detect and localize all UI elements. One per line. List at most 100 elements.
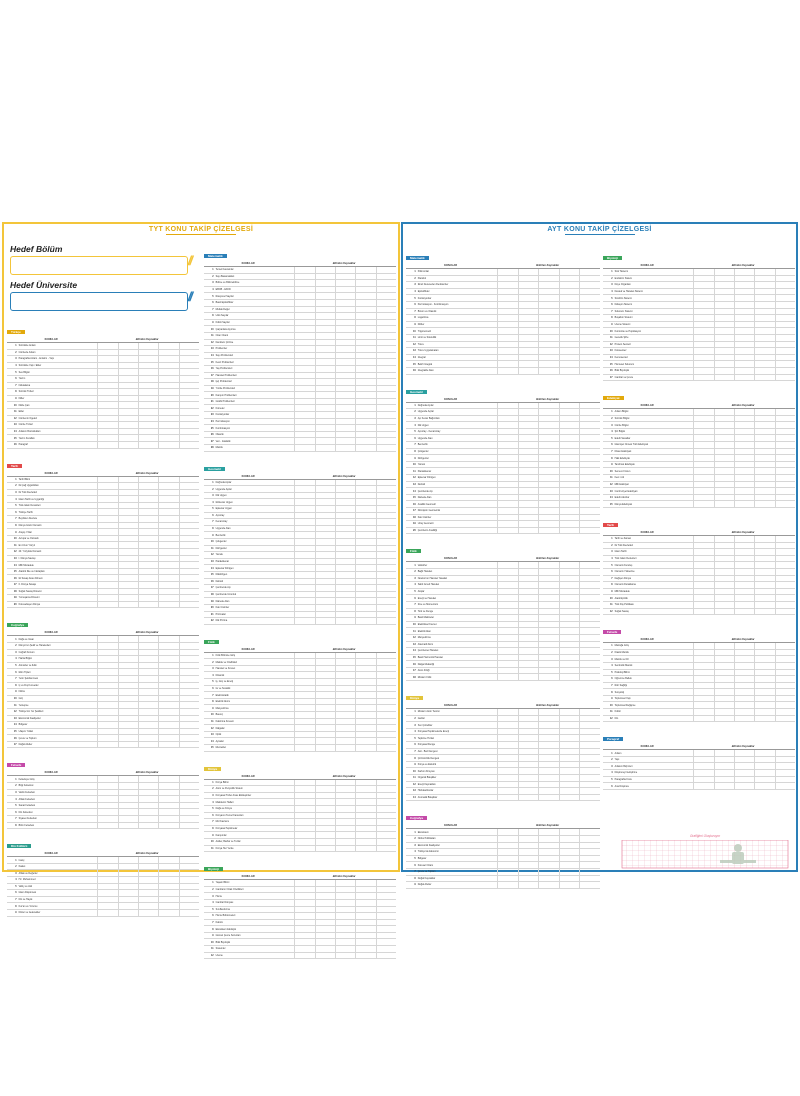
resource-checkbox[interactable] [158, 741, 178, 748]
resource-checkbox[interactable] [117, 809, 138, 816]
resource-checkbox[interactable] [497, 728, 518, 735]
resource-checkbox[interactable] [734, 301, 754, 308]
resource-checkbox[interactable] [774, 374, 795, 381]
resource-checkbox[interactable] [335, 506, 355, 512]
resource-checkbox[interactable] [117, 796, 138, 802]
resource-checkbox[interactable] [375, 392, 396, 398]
resource-checkbox[interactable] [314, 692, 335, 698]
resource-checkbox[interactable] [734, 542, 754, 549]
resource-checkbox[interactable] [138, 415, 158, 422]
resource-checkbox[interactable] [178, 909, 199, 916]
resource-checkbox[interactable] [138, 735, 158, 741]
resource-checkbox[interactable] [117, 402, 138, 408]
resource-checkbox[interactable] [117, 735, 138, 741]
resource-checkbox[interactable] [693, 448, 713, 455]
resource-checkbox[interactable] [538, 435, 559, 442]
resource-checkbox[interactable] [517, 661, 539, 667]
resource-checkbox[interactable] [178, 656, 199, 662]
resource-checkbox[interactable] [375, 819, 396, 825]
resource-checkbox[interactable] [497, 448, 518, 455]
resource-checkbox[interactable] [754, 442, 774, 448]
resource-checkbox[interactable] [158, 796, 178, 802]
resource-checkbox[interactable] [138, 816, 158, 822]
resource-checkbox[interactable] [97, 883, 117, 890]
resource-checkbox[interactable] [734, 282, 754, 288]
resource-checkbox[interactable] [754, 501, 774, 507]
resource-checkbox[interactable] [517, 842, 539, 849]
resource-checkbox[interactable] [314, 438, 335, 445]
resource-checkbox[interactable] [314, 786, 335, 792]
resource-checkbox[interactable] [335, 486, 355, 492]
resource-checkbox[interactable] [517, 442, 539, 448]
resource-checkbox[interactable] [375, 267, 396, 273]
resource-checkbox[interactable] [558, 868, 580, 875]
resource-checkbox[interactable] [754, 763, 774, 770]
resource-checkbox[interactable] [579, 601, 600, 608]
resource-checkbox[interactable] [294, 825, 314, 832]
resource-checkbox[interactable] [713, 354, 734, 361]
resource-checkbox[interactable] [538, 282, 559, 288]
resource-checkbox[interactable] [538, 882, 559, 888]
resource-checkbox[interactable] [97, 582, 117, 588]
resource-checkbox[interactable] [754, 428, 774, 435]
resource-checkbox[interactable] [497, 868, 518, 875]
resource-checkbox[interactable] [355, 492, 375, 499]
resource-checkbox[interactable] [579, 455, 600, 461]
resource-checkbox[interactable] [138, 656, 158, 662]
resource-checkbox[interactable] [158, 509, 178, 516]
resource-checkbox[interactable] [774, 568, 795, 575]
resource-checkbox[interactable] [497, 301, 518, 308]
resource-checkbox[interactable] [579, 628, 600, 634]
resource-checkbox[interactable] [294, 618, 314, 624]
resource-checkbox[interactable] [355, 952, 375, 959]
resource-checkbox[interactable] [579, 835, 600, 842]
resource-checkbox[interactable] [138, 402, 158, 408]
resource-checkbox[interactable] [558, 521, 580, 527]
resource-checkbox[interactable] [713, 582, 734, 588]
resource-checkbox[interactable] [497, 601, 518, 608]
resource-checkbox[interactable] [178, 662, 199, 669]
resource-checkbox[interactable] [538, 461, 559, 468]
resource-checkbox[interactable] [314, 346, 335, 352]
resource-checkbox[interactable] [138, 642, 158, 649]
resource-checkbox[interactable] [375, 506, 396, 512]
resource-checkbox[interactable] [375, 899, 396, 906]
resource-checkbox[interactable] [97, 796, 117, 802]
resource-checkbox[interactable] [375, 886, 396, 893]
resource-checkbox[interactable] [517, 588, 539, 595]
resource-checkbox[interactable] [355, 486, 375, 492]
resource-checkbox[interactable] [158, 656, 178, 662]
resource-checkbox[interactable] [774, 442, 795, 448]
resource-checkbox[interactable] [335, 519, 355, 525]
resource-checkbox[interactable] [97, 689, 117, 695]
resource-checkbox[interactable] [497, 674, 518, 681]
resource-checkbox[interactable] [138, 428, 158, 435]
resource-checkbox[interactable] [517, 608, 539, 615]
resource-checkbox[interactable] [294, 273, 314, 280]
resource-checkbox[interactable] [314, 812, 335, 819]
resource-checkbox[interactable] [517, 875, 539, 882]
resource-checkbox[interactable] [375, 665, 396, 672]
resource-checkbox[interactable] [97, 715, 117, 722]
resource-checkbox[interactable] [355, 845, 375, 852]
resource-checkbox[interactable] [713, 468, 734, 475]
resource-checkbox[interactable] [117, 728, 138, 735]
resource-checkbox[interactable] [158, 776, 178, 783]
resource-checkbox[interactable] [754, 435, 774, 442]
resource-checkbox[interactable] [774, 422, 795, 428]
resource-checkbox[interactable] [538, 588, 559, 595]
resource-checkbox[interactable] [558, 829, 580, 835]
resource-checkbox[interactable] [754, 475, 774, 481]
resource-checkbox[interactable] [117, 789, 138, 796]
resource-checkbox[interactable] [517, 709, 539, 715]
resource-checkbox[interactable] [335, 832, 355, 838]
resource-checkbox[interactable] [497, 275, 518, 282]
resource-checkbox[interactable] [579, 282, 600, 288]
resource-checkbox[interactable] [314, 385, 335, 392]
resource-checkbox[interactable] [158, 822, 178, 829]
resource-checkbox[interactable] [375, 799, 396, 805]
resource-checkbox[interactable] [734, 488, 754, 494]
resource-checkbox[interactable] [375, 598, 396, 604]
resource-checkbox[interactable] [138, 509, 158, 516]
resource-checkbox[interactable] [754, 770, 774, 776]
